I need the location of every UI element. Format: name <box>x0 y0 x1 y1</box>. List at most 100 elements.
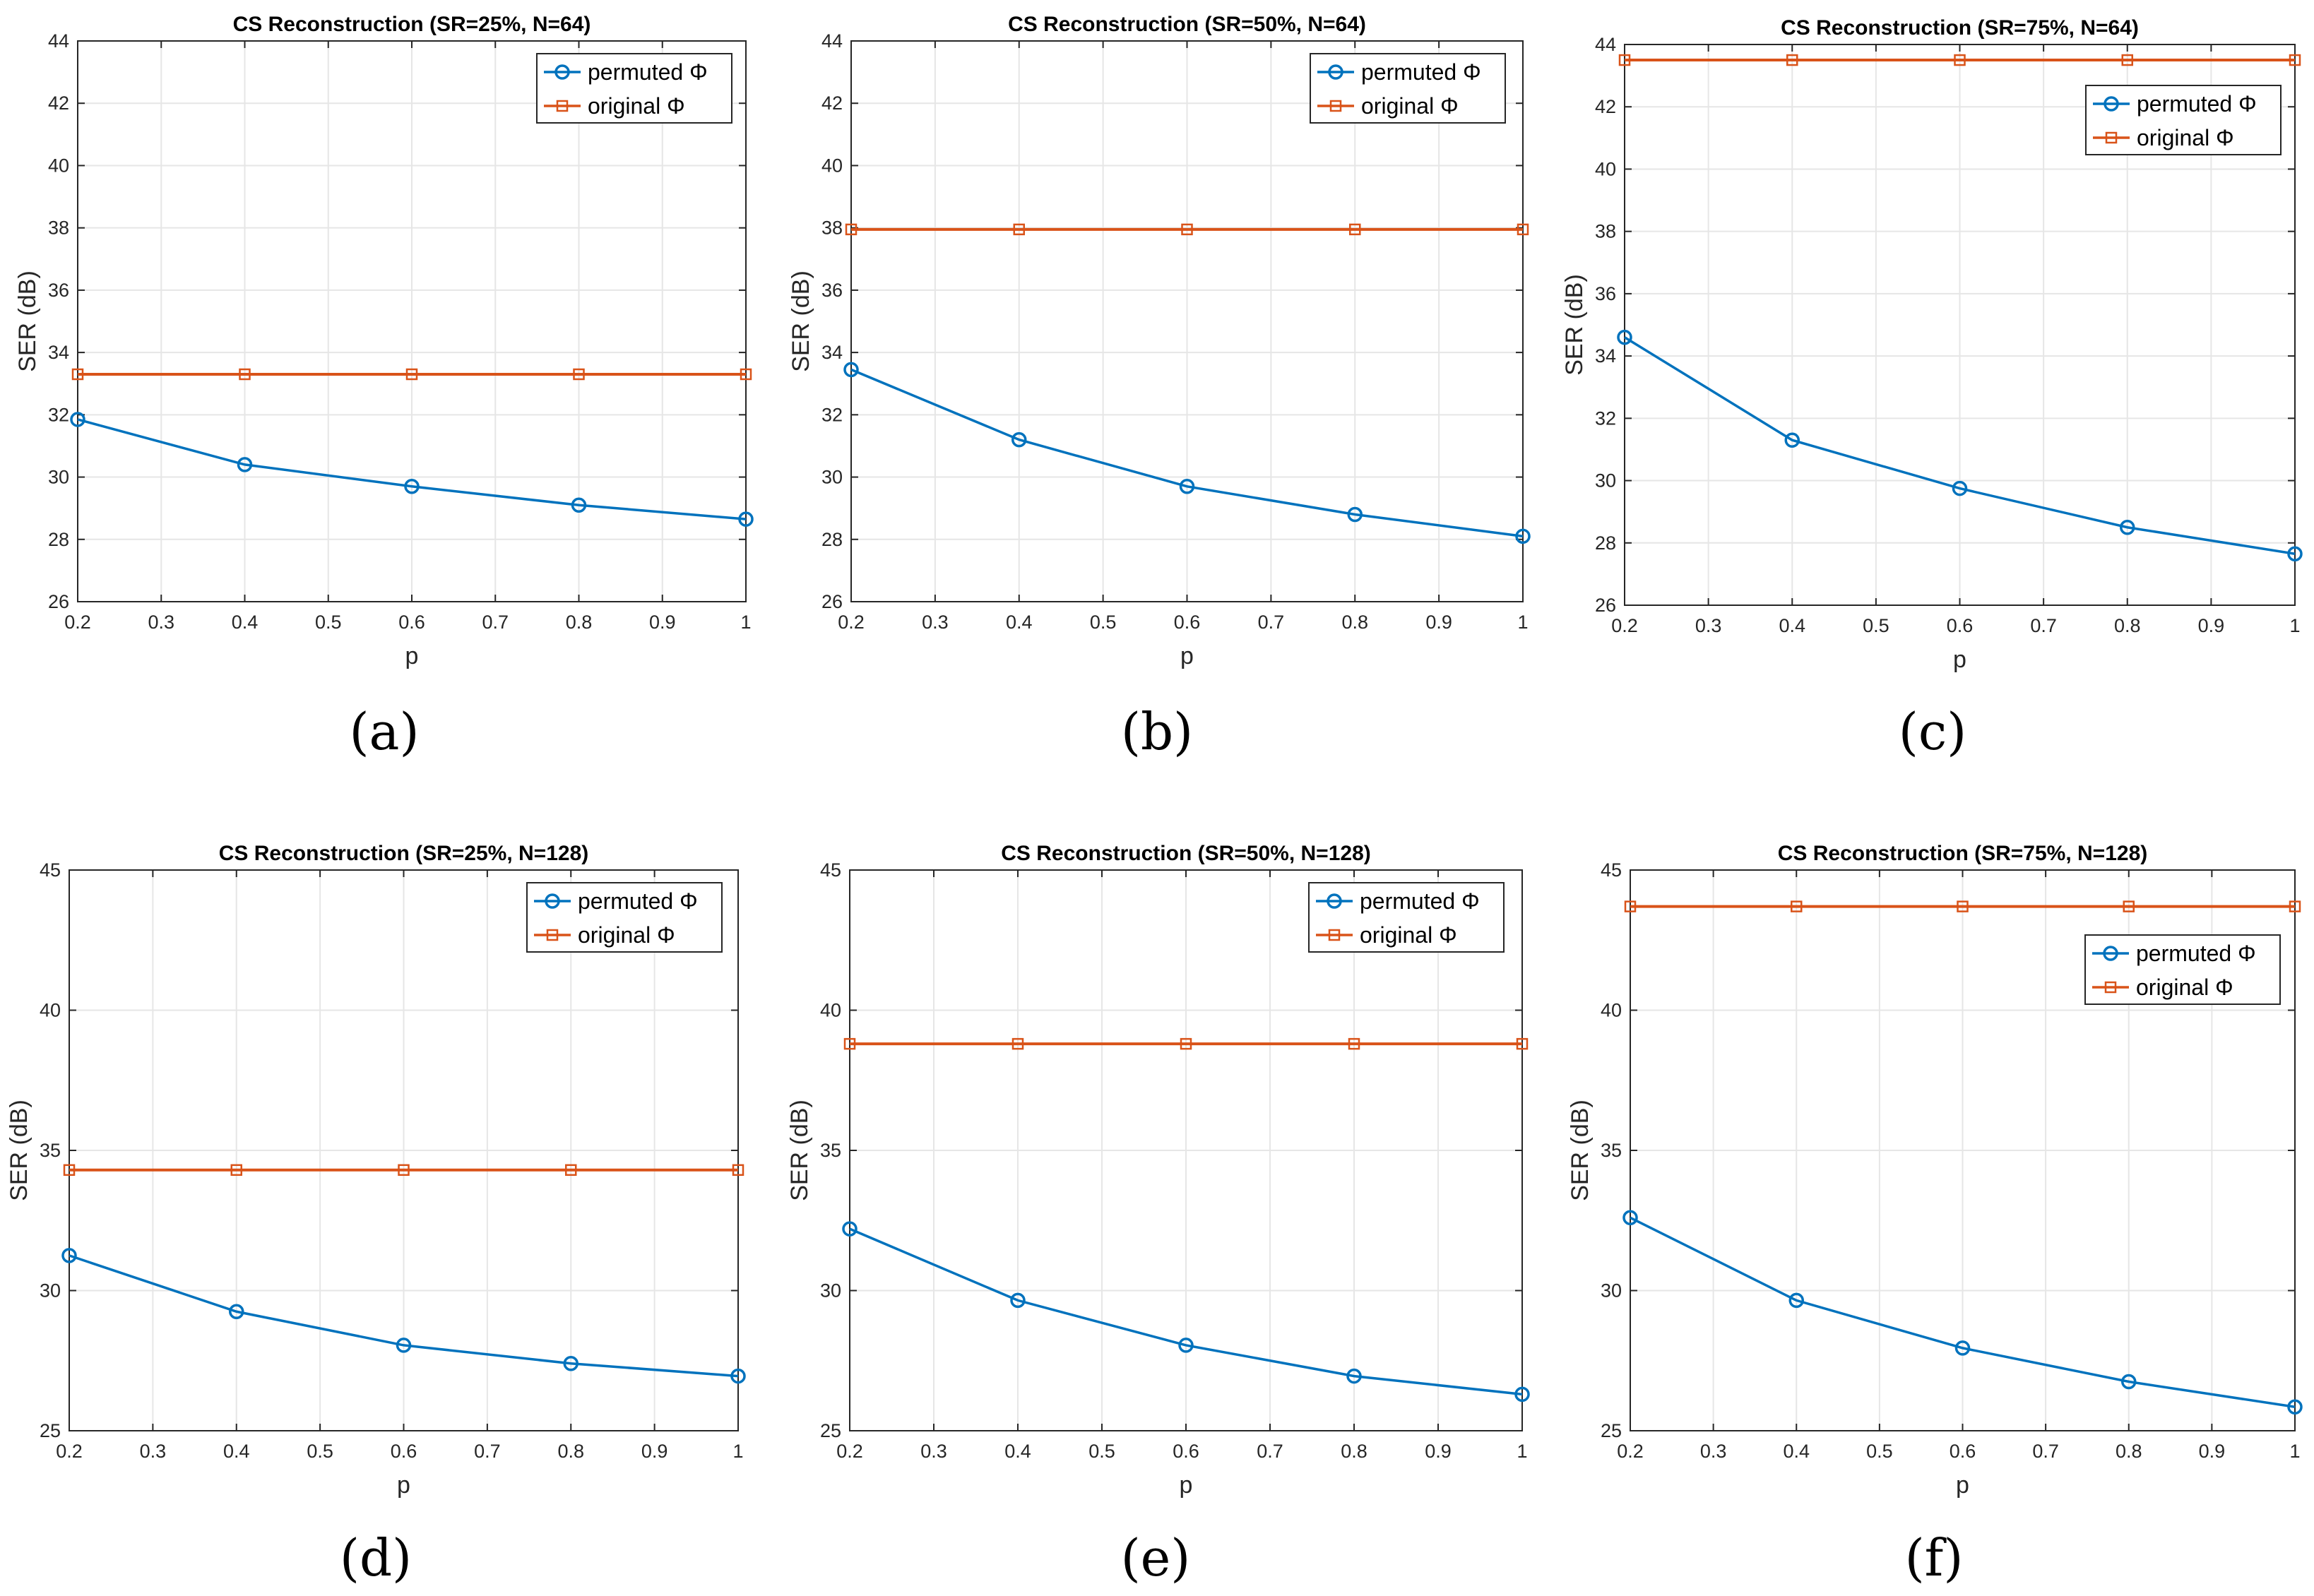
x-tick-label: 0.5 <box>1088 1441 1115 1462</box>
y-tick-label: 40 <box>821 155 843 176</box>
legend-box <box>2085 85 2282 155</box>
x-tick-label: 0.8 <box>557 1441 584 1462</box>
data-point <box>2289 900 2301 912</box>
data-point <box>732 1164 744 1177</box>
legend-b: permuted Φ original Φ <box>1310 53 1506 124</box>
x-tick-label: 0.5 <box>307 1441 333 1462</box>
y-tick-label: 35 <box>820 1140 841 1161</box>
data-point <box>63 1164 76 1177</box>
y-tick-label: 34 <box>821 342 843 363</box>
legend-label: permuted Φ <box>2136 941 2256 966</box>
y-tick-label: 30 <box>1595 470 1616 492</box>
x-tick-label: 0.9 <box>2198 615 2225 636</box>
y-axis-label-f: SER (dB) <box>1567 1100 1594 1201</box>
data-point <box>1516 1037 1529 1050</box>
legend-label: original Φ <box>1361 93 1459 119</box>
x-axis-label-b: p <box>1180 643 1194 669</box>
data-point <box>1622 1210 1638 1226</box>
data-point <box>2287 1399 2303 1415</box>
data-point <box>1514 1386 1530 1403</box>
x-tick-label: 0.6 <box>1173 1441 1199 1462</box>
legend-box <box>1308 882 1505 953</box>
data-point <box>2123 900 2135 912</box>
x-axis-label-a: p <box>405 643 419 669</box>
y-tick-label: 30 <box>821 467 843 488</box>
y-tick-label: 38 <box>821 218 843 239</box>
data-point <box>1517 223 1529 236</box>
x-tick-label: 0.9 <box>2199 1441 2226 1462</box>
legend-label: original Φ <box>2137 125 2234 150</box>
data-point <box>1957 900 1969 912</box>
x-tick-label: 0.6 <box>1947 615 1974 636</box>
x-tick-label: 1 <box>2289 615 2300 636</box>
legend-box <box>2084 934 2281 1005</box>
y-tick-label: 25 <box>40 1420 61 1441</box>
x-tick-label: 0.2 <box>836 1441 863 1462</box>
y-tick-label: 25 <box>820 1420 841 1441</box>
data-point <box>1954 54 1966 66</box>
x-tick-label: 0.7 <box>482 612 509 633</box>
x-tick-label: 0.4 <box>223 1441 250 1462</box>
legend-marker <box>1327 893 1342 909</box>
x-tick-label: 0.5 <box>315 612 342 633</box>
x-tick-label: 0.5 <box>1090 612 1117 633</box>
legend-c: permuted Φ original Φ <box>2085 85 2282 155</box>
panel-label-d: (d) <box>339 1528 413 1588</box>
x-axis-label-e: p <box>1180 1472 1193 1499</box>
legend-marker <box>1329 100 1342 112</box>
data-point <box>1784 432 1800 448</box>
x-tick-label: 0.2 <box>1611 615 1638 636</box>
legend-box <box>536 53 732 124</box>
x-tick-label: 0.3 <box>1700 1441 1727 1462</box>
data-point <box>1013 223 1025 236</box>
data-point <box>1952 480 1968 496</box>
y-tick-label: 30 <box>1601 1280 1622 1302</box>
y-tick-label: 44 <box>48 30 69 52</box>
series-line <box>77 418 747 520</box>
y-tick-label: 28 <box>48 529 69 550</box>
x-tick-label: 0.8 <box>566 612 593 633</box>
data-point <box>239 368 251 381</box>
x-tick-label: 0.4 <box>1006 612 1033 633</box>
data-point <box>1011 431 1027 448</box>
y-tick-label: 42 <box>821 93 843 114</box>
x-tick-label: 0.4 <box>1783 1441 1810 1462</box>
x-tick-label: 0.9 <box>1425 612 1452 633</box>
legend-marker <box>545 893 560 909</box>
data-point <box>1515 528 1531 544</box>
x-tick-label: 0.3 <box>922 612 949 633</box>
data-point <box>1179 479 1195 494</box>
y-tick-label: 32 <box>1595 407 1616 429</box>
legend-marker <box>2105 131 2118 144</box>
x-axis-label-c: p <box>1953 646 1966 673</box>
legend-marker <box>2104 981 2117 994</box>
x-tick-label: 1 <box>740 612 751 633</box>
y-axis-label-d: SER (dB) <box>6 1100 32 1201</box>
legend-marker <box>2103 946 2118 961</box>
series-original-d <box>63 1164 744 1177</box>
y-tick-label: 36 <box>821 280 843 301</box>
data-point <box>398 1164 410 1177</box>
chart-title-c: CS Reconstruction (SR=75%, N=64) <box>1781 16 2139 40</box>
legend-label: original Φ <box>1360 922 1457 948</box>
x-tick-label: 0.8 <box>2116 1441 2142 1462</box>
data-point <box>1954 1340 1971 1356</box>
data-point <box>405 368 418 381</box>
data-point <box>573 368 585 381</box>
y-tick-label: 40 <box>820 1000 841 1021</box>
y-tick-label: 30 <box>40 1280 61 1302</box>
y-tick-label: 34 <box>48 342 69 363</box>
chart-f: 0.2 0.3 0.4 0.5 0.6 0.7 0.8 0.9 1 25 30 35 40 45 CS Re… <box>1567 842 2303 1499</box>
y-tick-label: 42 <box>48 93 69 114</box>
x-tick-label: 0.9 <box>1425 1441 1452 1462</box>
data-point <box>2287 546 2303 561</box>
y-tick-label: 36 <box>48 280 69 301</box>
y-tick-label: 28 <box>1595 532 1616 554</box>
data-point <box>2120 519 2135 535</box>
data-point <box>565 1164 577 1177</box>
data-point <box>2289 54 2301 66</box>
data-point <box>1346 1368 1362 1384</box>
y-tick-label: 40 <box>1595 158 1616 179</box>
series-original-e <box>843 1037 1529 1050</box>
